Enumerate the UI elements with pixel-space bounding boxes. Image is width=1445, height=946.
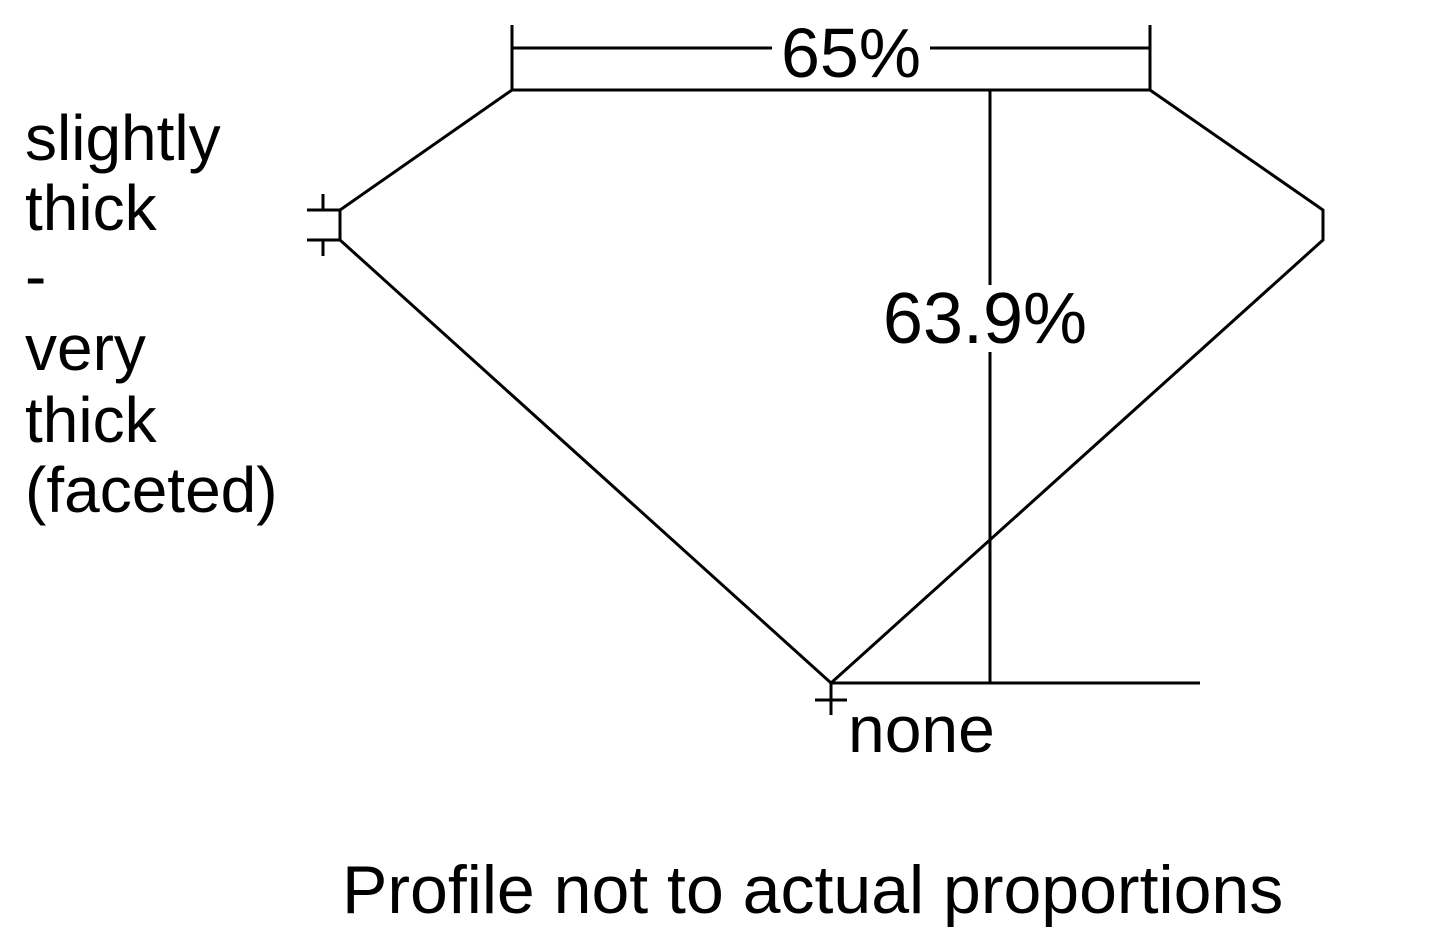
depth-percent-label: 63.9% [883, 279, 1087, 359]
culet-label: none [848, 692, 995, 766]
girdle-label-line: thick [25, 384, 158, 456]
diamond-outline [338, 88, 1325, 686]
girdle-label-line: (faceted) [25, 454, 278, 526]
girdle-label-line: thick [25, 172, 158, 244]
girdle-label-line: slightly [25, 102, 221, 174]
girdle-label: slightly thick - very thick (faceted) [25, 102, 278, 526]
table-percent-label: 65% [781, 14, 921, 92]
girdle-label-line: - [25, 240, 46, 312]
footnote: Profile not to actual proportions [342, 852, 1283, 928]
girdle-label-line: very [25, 312, 146, 384]
